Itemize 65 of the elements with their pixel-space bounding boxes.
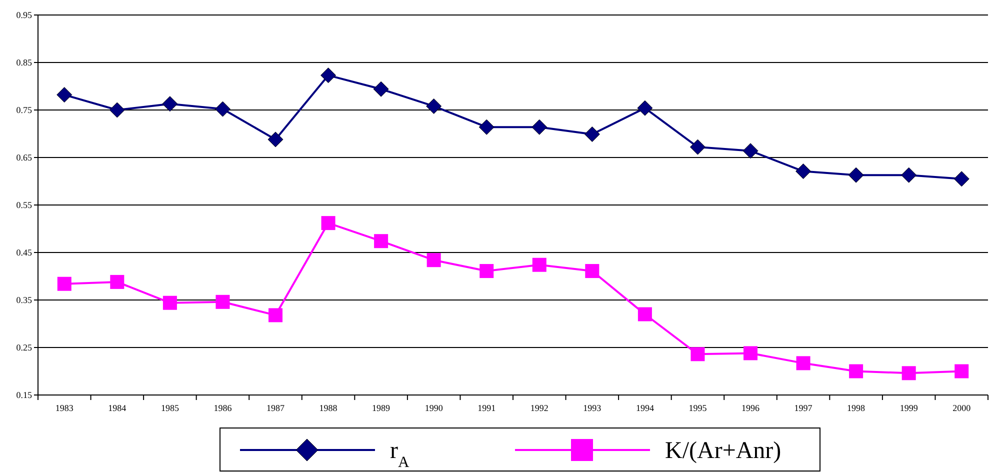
point <box>214 101 230 117</box>
y-tick-label: 0.85 <box>16 57 32 68</box>
point <box>110 274 124 289</box>
point <box>373 81 389 97</box>
point <box>742 143 758 159</box>
point <box>848 167 864 183</box>
point <box>57 276 72 291</box>
point <box>796 356 810 370</box>
point <box>478 119 494 135</box>
point <box>162 96 178 112</box>
y-tick-label: 0.95 <box>16 10 32 20</box>
x-tick-label: 1989 <box>372 403 391 413</box>
point <box>637 100 653 116</box>
x-tick-label: 1993 <box>583 403 602 413</box>
point <box>744 346 758 360</box>
x-tick-label: 1983 <box>55 403 74 413</box>
y-tick-label: 0.35 <box>16 294 32 305</box>
point <box>480 264 494 278</box>
y-tick-label: 0.55 <box>16 200 32 210</box>
x-tick-label: 1999 <box>900 403 918 413</box>
point <box>320 68 336 84</box>
y-tick-label: 0.65 <box>16 152 32 162</box>
x-tick-label: 1988 <box>319 403 338 413</box>
x-tick-label: 1997 <box>794 403 813 413</box>
x-tick-label: 1985 <box>160 403 180 413</box>
y-tick-label: 0.75 <box>16 104 32 115</box>
point <box>796 164 812 180</box>
point <box>216 294 230 309</box>
x-tick-label: 1984 <box>108 403 127 413</box>
point <box>690 347 705 362</box>
point <box>268 132 284 148</box>
point <box>638 307 652 322</box>
y-tick-label: 0.15 <box>16 390 32 400</box>
x-tick-label: 1995 <box>688 403 708 413</box>
point <box>585 264 600 278</box>
x-tick-label: 1996 <box>742 403 760 413</box>
point <box>268 308 282 322</box>
x-tick-label: 1987 <box>266 403 285 413</box>
point <box>56 87 72 103</box>
point <box>849 364 864 378</box>
x-tick-label: 1998 <box>847 403 866 413</box>
text: K/(Ar+Anr) <box>665 438 782 464</box>
y-tick-label: 0.25 <box>16 342 32 352</box>
point <box>954 171 970 187</box>
x-tick-label: 1992 <box>530 403 548 413</box>
point <box>902 366 916 380</box>
x-tick-label: 1991 <box>478 403 496 413</box>
text: r$_{A}$ <box>390 438 410 470</box>
x-tick-label: 1986 <box>214 403 232 413</box>
point <box>901 167 917 183</box>
point <box>321 216 336 230</box>
x-tick-label: 1994 <box>636 403 654 413</box>
point <box>584 126 600 142</box>
point <box>690 139 706 155</box>
x-tick-label: 1990 <box>424 403 444 413</box>
point <box>162 296 177 310</box>
x-tick-label: 2000 <box>952 403 972 413</box>
point <box>374 234 388 248</box>
point <box>532 119 548 135</box>
point <box>954 364 969 378</box>
point <box>532 258 546 272</box>
point <box>426 98 442 114</box>
point <box>109 102 125 118</box>
y-tick-label: 0.45 <box>16 247 32 258</box>
point <box>426 253 441 268</box>
